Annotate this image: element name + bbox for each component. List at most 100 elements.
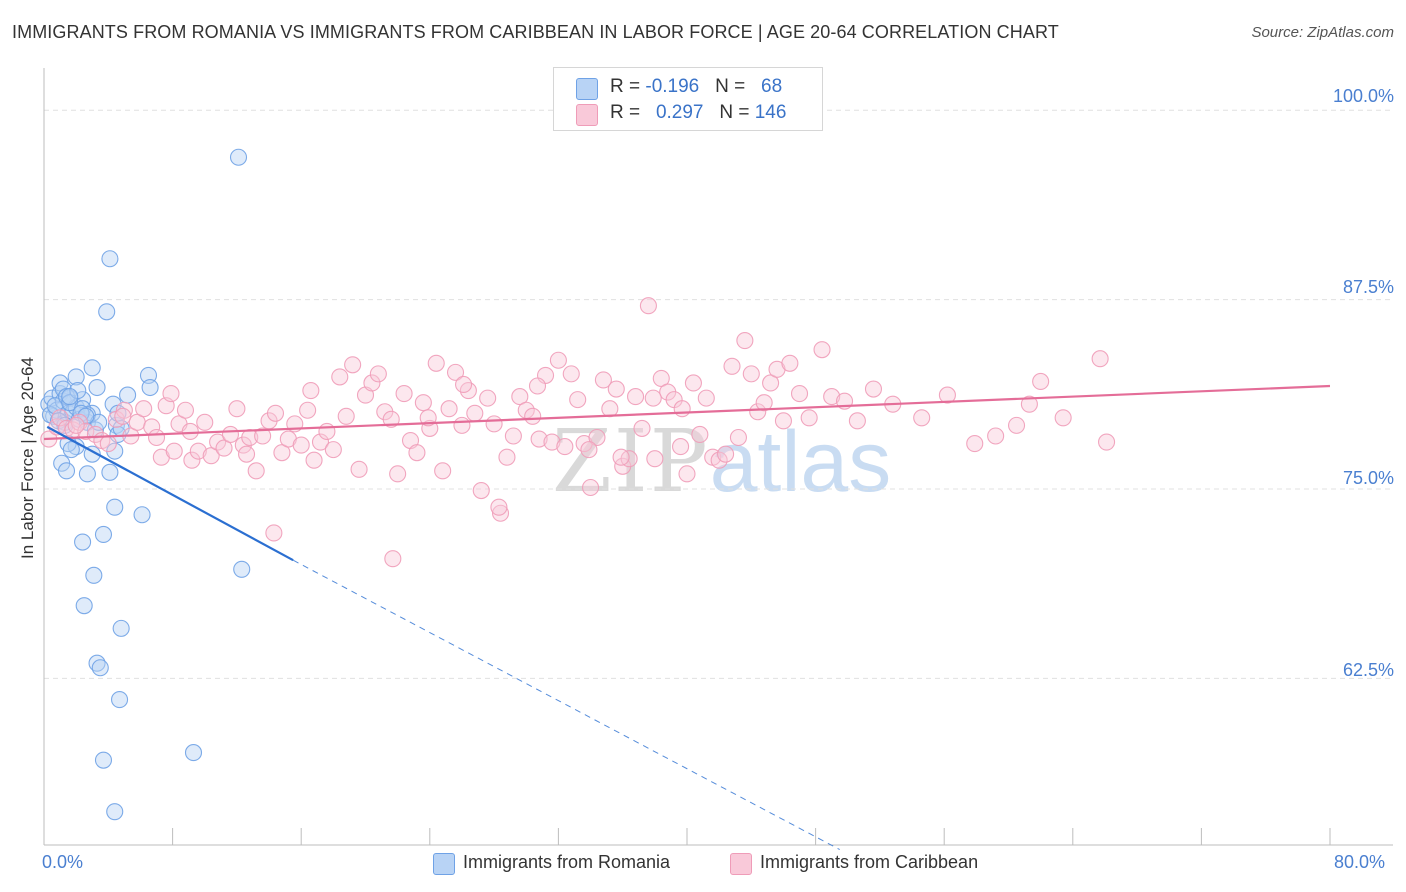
romania-point [133, 506, 151, 524]
caribbean-point [774, 412, 793, 430]
romania-point [74, 391, 92, 409]
caribbean-point [678, 465, 696, 483]
caribbean-point [556, 438, 574, 456]
caribbean-point [530, 430, 548, 448]
caribbean-point [736, 332, 754, 350]
caribbean-point [337, 407, 355, 425]
caribbean-point [755, 394, 773, 412]
caribbean-point [344, 356, 362, 374]
romania-point [106, 498, 124, 516]
romania-point [83, 359, 101, 377]
caribbean-point [790, 385, 809, 403]
caribbean-point [479, 389, 497, 407]
caribbean-point [543, 433, 561, 451]
caribbean-point [472, 481, 490, 500]
caribbean-point [453, 416, 471, 434]
axes [43, 68, 1393, 846]
caribbean-point [147, 428, 166, 447]
caribbean-point [612, 448, 630, 466]
romania-point [229, 148, 248, 166]
caribbean-point [395, 385, 413, 403]
romania-point [101, 250, 119, 268]
caribbean-point [421, 419, 439, 437]
caribbean-point [434, 462, 452, 480]
caribbean-point [86, 425, 104, 444]
caribbean-point [800, 409, 818, 427]
caribbean-point [408, 444, 426, 462]
caribbean-point [1032, 372, 1050, 391]
caribbean-point [196, 413, 214, 431]
caribbean-point [646, 450, 664, 468]
x-tick-label-min: 0.0% [42, 852, 84, 872]
caribbean-point [350, 460, 368, 478]
caribbean-point [562, 365, 580, 383]
caribbean-point [455, 375, 473, 394]
caribbean-point [491, 504, 510, 522]
caribbean-point [607, 380, 625, 398]
series-romania-points [40, 148, 251, 821]
romania-point [61, 388, 79, 406]
x-tick-label-max: 80.0% [1334, 852, 1386, 872]
caribbean-point [723, 357, 741, 375]
caribbean-point [504, 427, 522, 445]
romania-point [94, 751, 113, 769]
caribbean-point [311, 433, 330, 451]
romania-point [62, 441, 80, 459]
romania-point [112, 619, 130, 637]
caribbean-point [717, 445, 735, 463]
caribbean-point [913, 409, 931, 427]
caribbean-point [176, 401, 195, 419]
legend-n-label: N = [719, 102, 755, 123]
caribbean-point [594, 371, 612, 389]
legend-text-romania: R = -0.196 N = 68 [610, 76, 782, 98]
caribbean-point [581, 478, 600, 497]
caribbean-point [181, 422, 199, 440]
caribbean-trend-line [43, 384, 1331, 441]
caribbean-point [266, 404, 285, 422]
caribbean-point [490, 498, 508, 516]
caribbean-point [369, 365, 387, 383]
caribbean-point [697, 389, 715, 407]
caribbean-point [691, 425, 709, 444]
romania-point [74, 533, 92, 551]
romania-point [85, 566, 103, 584]
caribbean-point [864, 380, 883, 398]
romania-point [67, 368, 85, 386]
caribbean-point [627, 388, 645, 406]
caribbean-point [384, 550, 402, 568]
legend-n-value-romania: 68 [761, 76, 783, 97]
caribbean-point [363, 374, 381, 392]
correlation-legend: R = -0.196 N = 68 R = 0.297 N = 146 [553, 67, 823, 131]
caribbean-point [823, 388, 841, 406]
caribbean-point [221, 425, 240, 444]
caribbean-point [1020, 395, 1038, 413]
romania-point [88, 378, 106, 397]
caribbean-point [710, 451, 728, 469]
caribbean-point [237, 445, 256, 463]
caribbean-point [162, 385, 180, 403]
legend-n-label: N = [715, 76, 751, 97]
legend-n-value-caribbean: 146 [754, 102, 787, 123]
legend-r-label: R = [610, 76, 646, 97]
caribbean-point [389, 465, 407, 483]
legend-r-value-romania: -0.196 [645, 76, 700, 97]
legend-swatch-romania [576, 78, 598, 100]
romania-point [78, 465, 96, 483]
caribbean-point [639, 297, 657, 315]
caribbean-point [588, 428, 606, 447]
caribbean-point [813, 341, 831, 359]
legend-text-caribbean: R = 0.297 N = 146 [610, 102, 786, 124]
caribbean-point [99, 435, 117, 453]
caribbean-point [749, 403, 767, 421]
caribbean-point [938, 386, 956, 404]
caribbean-point [446, 363, 465, 381]
caribbean-point [684, 374, 702, 392]
legend-label-caribbean: Immigrants from Caribbean [760, 852, 979, 872]
caribbean-point [265, 524, 283, 542]
romania-point [57, 462, 76, 480]
caribbean-point [524, 407, 542, 425]
caribbean-point [729, 428, 747, 447]
caribbean-point [848, 412, 866, 430]
y-tick-label-75: 75.0% [1342, 468, 1394, 488]
